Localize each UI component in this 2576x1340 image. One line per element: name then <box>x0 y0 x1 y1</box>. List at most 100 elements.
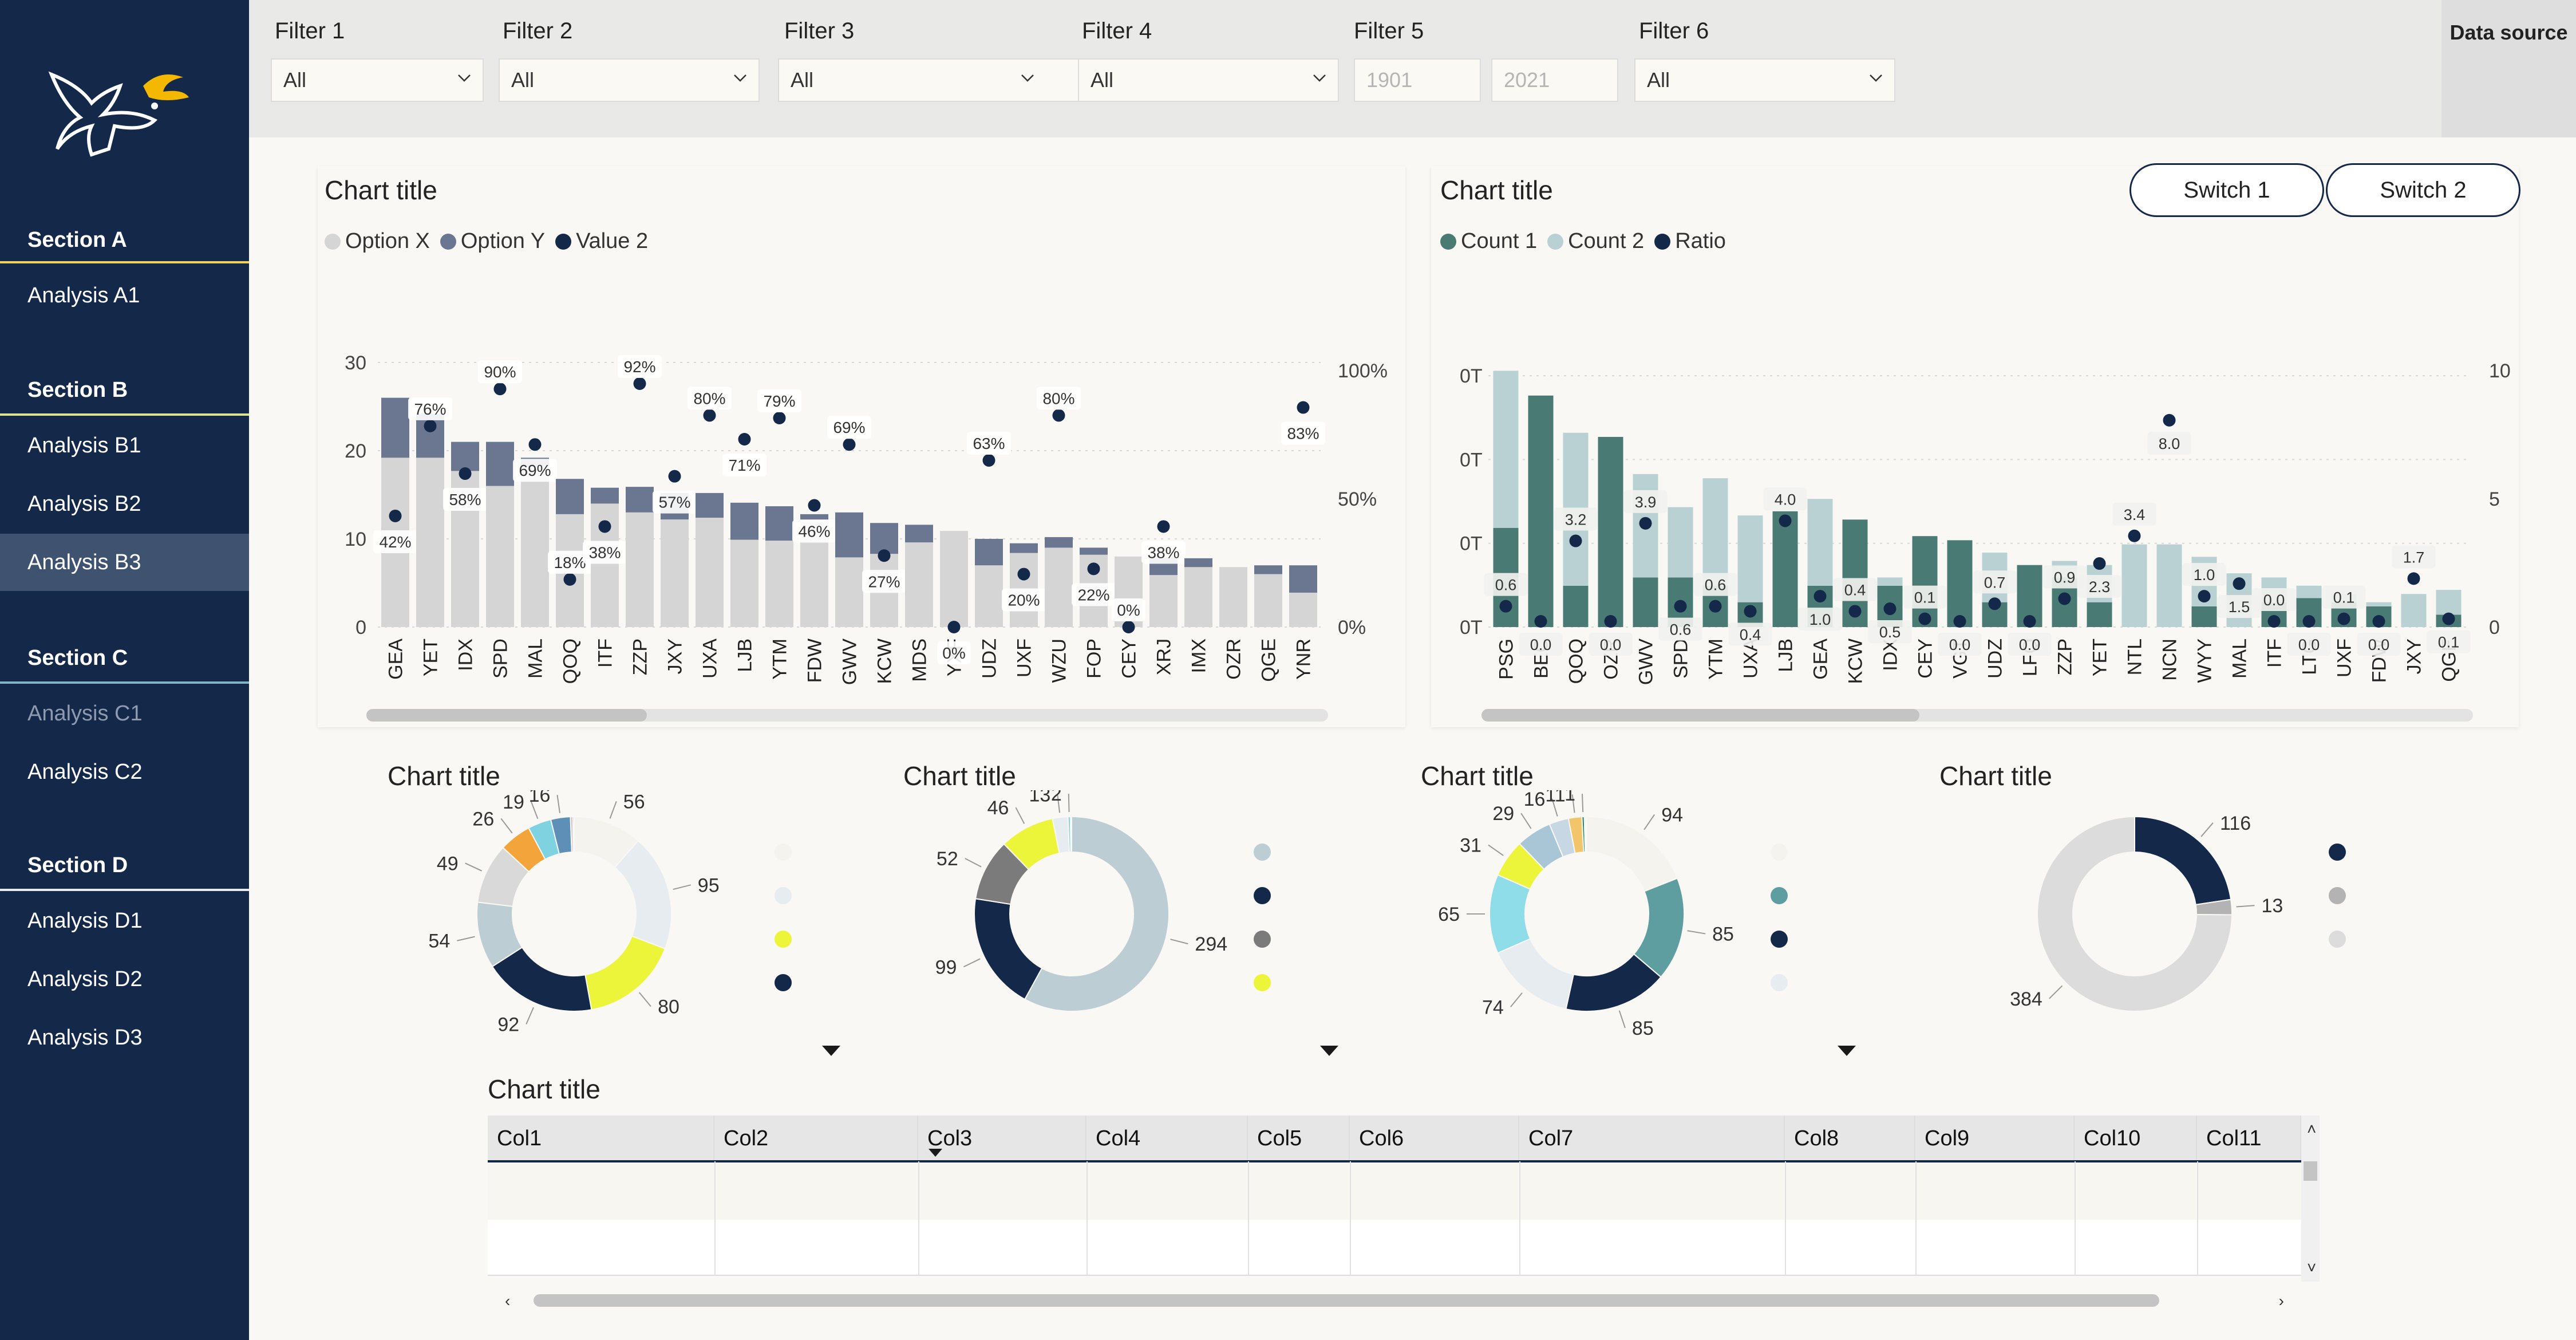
bar-option-x[interactable] <box>1045 547 1073 627</box>
column-header-col11[interactable]: Col11 <box>2197 1116 2301 1161</box>
point-value-2[interactable] <box>703 409 716 422</box>
scroll-up-icon[interactable]: ˄ <box>2307 1120 2317 1138</box>
bar-option-y[interactable] <box>1289 565 1317 593</box>
bar-count-1[interactable] <box>1528 395 1554 627</box>
bar-option-y[interactable] <box>1080 547 1108 555</box>
point-ratio[interactable] <box>2267 615 2281 628</box>
chart2-legend-item[interactable]: Count 1 <box>1440 229 1537 254</box>
filter-1-dropdown[interactable]: All <box>271 58 484 102</box>
point-value-2[interactable] <box>1157 520 1170 533</box>
bar-option-y[interactable] <box>381 397 409 458</box>
bar-option-x[interactable] <box>521 466 549 627</box>
filter-6-dropdown[interactable]: All <box>1634 58 1895 102</box>
donut-legend-dot-icon[interactable] <box>775 974 792 991</box>
donut-slice[interactable] <box>584 935 666 1011</box>
chart2-legend-item[interactable]: Ratio <box>1654 229 1726 254</box>
donut-slice[interactable] <box>2134 815 2232 905</box>
bar-option-x[interactable] <box>975 565 1003 627</box>
chart1-legend-item[interactable]: Value 2 <box>555 229 648 254</box>
donut-legend-dot-icon[interactable] <box>2329 844 2346 861</box>
bar-option-x[interactable] <box>1149 575 1178 627</box>
sidebar-item-analysis-c1[interactable]: Analysis C1 <box>27 701 143 726</box>
point-ratio[interactable] <box>1988 597 2001 610</box>
bar-option-y[interactable] <box>556 479 584 514</box>
bar-count-1[interactable] <box>1772 511 1798 627</box>
donut3-dropdown-arrow-icon[interactable] <box>1838 1046 1856 1056</box>
bar-count-2[interactable] <box>1668 507 1693 578</box>
point-ratio[interactable] <box>1848 605 1862 618</box>
point-ratio[interactable] <box>1779 514 1792 527</box>
filter-5-to-input[interactable]: 2021 <box>1491 58 1618 102</box>
point-ratio[interactable] <box>1674 600 1687 613</box>
bar-option-y[interactable] <box>591 487 619 504</box>
sidebar-item-analysis-d1[interactable]: Analysis D1 <box>27 908 143 933</box>
bar-count-1[interactable] <box>1563 585 1589 627</box>
sidebar-item-analysis-b2[interactable]: Analysis B2 <box>27 491 141 516</box>
donut-legend-dot-icon[interactable] <box>1771 974 1788 991</box>
donut-slice[interactable] <box>1024 815 1170 1012</box>
bar-count-1[interactable] <box>1633 577 1658 627</box>
column-header-col10[interactable]: Col10 <box>2075 1116 2197 1161</box>
bar-option-x[interactable] <box>1254 574 1282 627</box>
point-ratio[interactable] <box>2198 590 2211 603</box>
scroll-down-icon[interactable]: ˅ <box>2307 1259 2317 1276</box>
donut-legend-dot-icon[interactable] <box>1254 931 1271 948</box>
bar-option-x[interactable] <box>416 458 444 627</box>
point-ratio[interactable] <box>1534 615 1547 628</box>
bar-option-x[interactable] <box>905 542 933 627</box>
point-value-2[interactable] <box>808 499 821 512</box>
point-ratio[interactable] <box>1883 602 1897 616</box>
column-header-col5[interactable]: Col5 <box>1248 1116 1350 1161</box>
bar-option-y[interactable] <box>1010 543 1038 553</box>
donut-legend-dot-icon[interactable] <box>2329 887 2346 904</box>
chart2-scroll-thumb[interactable] <box>1481 709 1919 722</box>
point-value-2[interactable] <box>1087 562 1100 576</box>
bar-count-2[interactable] <box>2401 594 2427 627</box>
sidebar-item-analysis-a1[interactable]: Analysis A1 <box>27 283 140 308</box>
sidebar-item-analysis-d2[interactable]: Analysis D2 <box>27 967 143 991</box>
bar-count-2[interactable] <box>1807 499 1833 586</box>
sort-desc-icon[interactable] <box>929 1149 942 1157</box>
donut-slice[interactable] <box>1585 815 1587 853</box>
donut2-dropdown-arrow-icon[interactable] <box>1320 1046 1338 1056</box>
point-value-2[interactable] <box>843 438 856 451</box>
bar-option-x[interactable] <box>835 557 863 627</box>
column-header-col3[interactable]: Col3 <box>918 1116 1086 1161</box>
filter-2-dropdown[interactable]: All <box>499 58 760 102</box>
point-ratio[interactable] <box>2058 592 2071 605</box>
sidebar-item-analysis-c2[interactable]: Analysis C2 <box>27 759 143 784</box>
donut-legend-dot-icon[interactable] <box>1771 931 1788 948</box>
point-value-2[interactable] <box>1017 567 1030 581</box>
donut-legend-dot-icon[interactable] <box>775 887 792 904</box>
point-ratio[interactable] <box>1918 612 1931 625</box>
bar-count-1[interactable] <box>2191 606 2217 627</box>
table-hscroll-thumb[interactable] <box>534 1294 2159 1307</box>
chart1-legend-item[interactable]: Option Y <box>440 229 545 254</box>
bar-option-x[interactable] <box>696 518 724 627</box>
bar-count-2[interactable] <box>1737 515 1763 602</box>
donut-slice[interactable] <box>572 815 575 853</box>
bar-option-x[interactable] <box>730 539 758 627</box>
point-value-2[interactable] <box>633 377 646 390</box>
bar-option-x[interactable] <box>1219 567 1247 627</box>
donut-legend-dot-icon[interactable] <box>2329 931 2346 948</box>
column-header-col1[interactable]: Col1 <box>488 1116 714 1161</box>
point-value-2[interactable] <box>738 432 751 446</box>
point-value-2[interactable] <box>982 454 995 467</box>
bar-option-y[interactable] <box>975 539 1003 566</box>
point-ratio[interactable] <box>2407 572 2420 585</box>
point-ratio[interactable] <box>2233 577 2246 590</box>
bar-option-y[interactable] <box>486 442 514 486</box>
point-ratio[interactable] <box>2302 615 2316 628</box>
donut-slice[interactable] <box>2037 815 2233 1012</box>
switch-2-button[interactable]: Switch 2 <box>2326 163 2520 217</box>
donut-slice[interactable] <box>1586 815 1678 892</box>
bar-option-y[interactable] <box>800 514 828 520</box>
donut-legend-dot-icon[interactable] <box>1254 974 1271 991</box>
column-header-col4[interactable]: Col4 <box>1086 1116 1248 1161</box>
chart2-legend-item[interactable]: Count 2 <box>1547 229 1644 254</box>
point-ratio[interactable] <box>1639 517 1652 530</box>
point-ratio[interactable] <box>1604 615 1617 628</box>
point-value-2[interactable] <box>947 621 961 633</box>
bar-count-1[interactable] <box>1947 540 1973 627</box>
